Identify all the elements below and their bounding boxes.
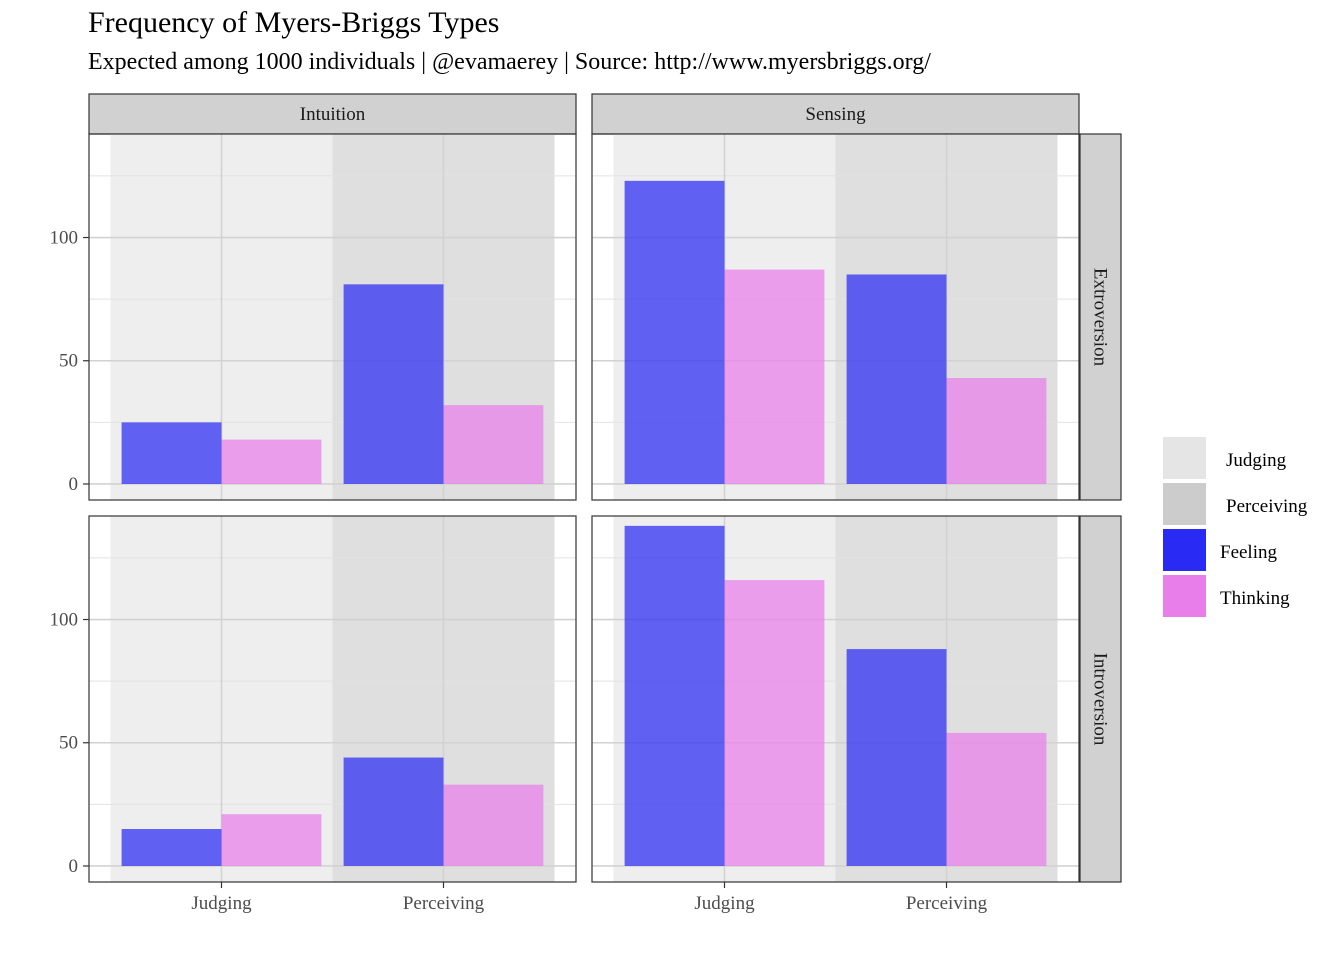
x-tick-label-perceiving-sensing-introversion: Perceiving: [906, 893, 988, 914]
y-tick-label-intuition-extroversion: 0: [69, 474, 79, 495]
bar-thinking-judging-intuition-extroversion: [221, 439, 322, 484]
bar-feeling-perceiving-intuition-extroversion: [343, 284, 444, 484]
bar-feeling-judging-intuition-introversion: [121, 829, 222, 866]
facet-label-intuition: Intuition: [300, 104, 366, 125]
facet-label-extroversion: Extroversion: [1090, 268, 1111, 367]
x-tick-label-perceiving-intuition-introversion: Perceiving: [403, 893, 485, 914]
bar-thinking-perceiving-intuition-extroversion: [443, 405, 544, 484]
y-tick-label-intuition-introversion: 50: [59, 733, 78, 754]
chart-subtitle: Expected among 1000 individuals | @evama…: [88, 49, 931, 75]
legend-label-feeling: Feeling: [1220, 542, 1277, 563]
y-tick-label-intuition-introversion: 100: [50, 610, 79, 631]
x-tick-label-judging-sensing-introversion: Judging: [694, 893, 755, 914]
facet-label-sensing: Sensing: [805, 104, 866, 125]
bar-feeling-perceiving-sensing-introversion: [846, 649, 947, 866]
y-tick-label-intuition-extroversion: 50: [59, 351, 78, 372]
panel-border-intuition-introversion: [88, 515, 577, 883]
legend-label-thinking: Thinking: [1220, 588, 1290, 609]
bar-feeling-perceiving-sensing-extroversion: [846, 274, 947, 484]
panel-border-intuition-extroversion: [88, 133, 577, 501]
facet-strip-introversion: [1079, 515, 1122, 883]
facet-label-introversion: Introversion: [1090, 653, 1111, 746]
x-tick-label-judging-intuition-introversion: Judging: [191, 893, 252, 914]
bar-thinking-judging-intuition-introversion: [221, 814, 322, 866]
bar-thinking-judging-sensing-extroversion: [724, 269, 825, 484]
legend-key-judging: [1163, 437, 1206, 479]
bar-thinking-perceiving-intuition-introversion: [443, 784, 544, 866]
bar-thinking-perceiving-sensing-extroversion: [946, 378, 1047, 484]
facet-strip-sensing: [591, 93, 1080, 135]
legend-key-perceiving: [1163, 483, 1206, 525]
y-tick-label-intuition-introversion: 0: [69, 856, 79, 877]
bar-feeling-judging-sensing-extroversion: [624, 180, 725, 484]
facet-strip-extroversion: [1079, 133, 1122, 501]
bar-feeling-judging-sensing-introversion: [624, 525, 725, 866]
bar-thinking-judging-sensing-introversion: [724, 580, 825, 866]
legend-key-feeling: [1163, 529, 1206, 571]
panel-border-sensing-extroversion: [591, 133, 1080, 501]
chart-title: Frequency of Myers-Briggs Types: [88, 6, 500, 39]
panel-border-sensing-introversion: [591, 515, 1080, 883]
legend-key-thinking: [1163, 575, 1206, 617]
legend-label-judging: Judging: [1226, 450, 1287, 471]
bar-thinking-perceiving-sensing-introversion: [946, 732, 1047, 866]
bar-feeling-judging-intuition-extroversion: [121, 422, 222, 484]
y-tick-label-intuition-extroversion: 100: [50, 228, 79, 249]
bar-feeling-perceiving-intuition-introversion: [343, 757, 444, 866]
legend-label-perceiving: Perceiving: [1226, 496, 1308, 517]
